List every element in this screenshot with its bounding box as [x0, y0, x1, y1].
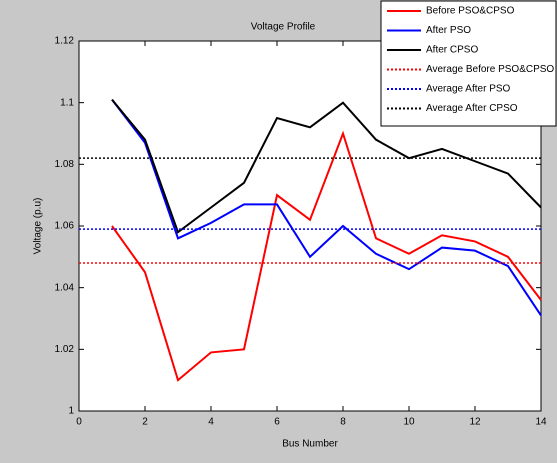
series-line — [111, 98, 542, 316]
y-tick-label: 1.08 — [55, 159, 75, 170]
x-tick-label: 2 — [142, 417, 148, 428]
x-tick-label: 12 — [469, 417, 481, 428]
x-tick-label: 14 — [535, 417, 547, 428]
x-tick-label: 6 — [274, 417, 280, 428]
y-tick-label: 1.04 — [55, 282, 75, 293]
y-tick-label: 1.1 — [60, 97, 74, 108]
legend-box — [380, 0, 557, 127]
x-tick-label: 4 — [208, 417, 214, 428]
series-line — [111, 130, 542, 382]
y-tick-label: 1.06 — [55, 221, 75, 232]
x-tick-label: 8 — [340, 417, 346, 428]
y-tick-label: 1.02 — [55, 344, 75, 355]
legend-label: Average After PSO — [426, 84, 511, 95]
legend-label: After CPSO — [426, 45, 478, 56]
x-tick-label: 10 — [403, 417, 415, 428]
x-axis-label: Bus Number — [282, 439, 338, 450]
legend-label: Average After CPSO — [426, 103, 518, 114]
series-line — [111, 98, 542, 234]
legend-label: After PSO — [426, 25, 471, 36]
y-axis-label: Voltage (p.u) — [33, 198, 44, 255]
y-tick-label: 1 — [68, 406, 74, 417]
legend-label: Average Before PSO&CPSO — [426, 64, 554, 75]
legend-label: Before PSO&CPSO — [426, 6, 515, 17]
x-tick-label: 0 — [76, 417, 82, 428]
chart-title: Voltage Profile — [251, 22, 316, 33]
y-tick-label: 1.12 — [55, 36, 75, 47]
